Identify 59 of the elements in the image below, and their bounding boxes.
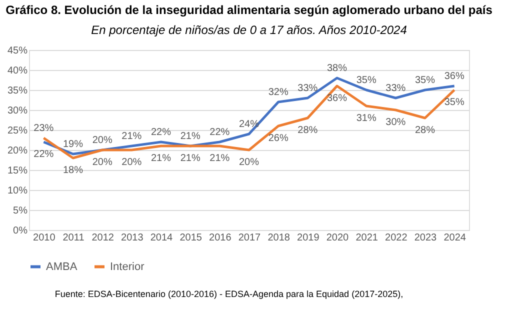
data-label: 20% <box>122 157 142 168</box>
x-tick-label: 2014 <box>150 232 174 244</box>
data-label: 36% <box>444 71 464 82</box>
y-tick-label: 5% <box>13 206 28 216</box>
data-label: 36% <box>326 93 348 104</box>
x-tick-label: 2017 <box>238 232 262 244</box>
data-label: 28% <box>298 125 318 136</box>
legend-label: Interior <box>110 260 145 273</box>
data-label: 21% <box>210 153 230 164</box>
data-label: 22% <box>150 127 172 138</box>
y-tick-label: 25% <box>7 126 28 136</box>
y-tick-label: 40% <box>7 66 28 76</box>
data-label: 35% <box>356 75 376 86</box>
x-tick-label: 2016 <box>209 232 232 244</box>
y-tick-label: 10% <box>7 186 28 196</box>
data-label: 33% <box>386 83 406 94</box>
chart-subtitle: En porcentaje de niños/as de 0 a 17 años. Años 2010-2024 <box>91 23 408 37</box>
y-tick-label: 20% <box>7 146 28 156</box>
y-tick-label: 30% <box>7 106 28 116</box>
x-tick-label: 2012 <box>92 232 114 244</box>
data-label: 20% <box>92 135 112 146</box>
data-label: 19% <box>62 139 84 150</box>
data-label: 33% <box>298 83 318 94</box>
y-tick-label: 45% <box>7 46 28 56</box>
y-tick-label: 0% <box>13 226 28 236</box>
x-tick-label: 2021 <box>356 232 378 244</box>
data-label: 35% <box>414 75 436 86</box>
data-label: 22% <box>210 127 230 138</box>
data-label: 31% <box>356 113 376 124</box>
x-tick-label: 2015 <box>180 232 202 244</box>
legend-label: AMBA <box>46 260 78 273</box>
data-label: 30% <box>386 117 406 128</box>
x-tick-label: 2011 <box>62 232 85 244</box>
data-label: 26% <box>268 133 288 144</box>
x-tick-label: 2010 <box>33 232 56 244</box>
x-tick-label: 2019 <box>297 232 320 244</box>
data-label: 21% <box>180 153 200 164</box>
source-note: Fuente: EDSA-Bicentenario (2010-2016) - EDSA-Agenda para la Equidad (2017-2025), <box>54 289 404 299</box>
chart-title: Gráfico 8. Evolución de la inseguridad alimentaria según aglomerado urbano del país <box>6 3 493 17</box>
data-label: 21% <box>150 153 172 164</box>
x-tick-label: 2013 <box>121 232 144 244</box>
y-tick-label: 35% <box>7 86 28 96</box>
x-tick-label: 2018 <box>268 232 290 244</box>
data-label: 21% <box>122 131 142 142</box>
data-label: 21% <box>180 131 200 142</box>
x-tick-label: 2020 <box>326 232 350 244</box>
data-label: 32% <box>268 87 288 98</box>
data-label: 20% <box>238 157 260 168</box>
data-label: 20% <box>92 157 112 168</box>
data-label: 18% <box>62 165 84 176</box>
data-label: 35% <box>444 97 464 108</box>
y-tick-label: 15% <box>7 166 28 176</box>
data-label: 28% <box>414 125 436 136</box>
x-tick-label: 2022 <box>385 232 408 244</box>
x-tick-label: 2024 <box>444 232 466 244</box>
data-label: 22% <box>34 149 54 160</box>
data-label: 38% <box>326 63 348 74</box>
x-tick-label: 2023 <box>414 232 438 244</box>
data-label: 23% <box>34 123 54 134</box>
